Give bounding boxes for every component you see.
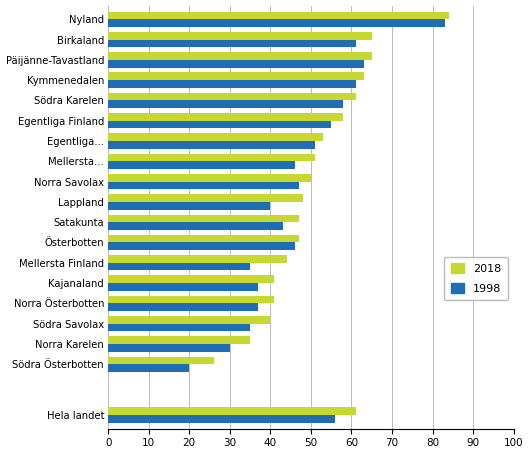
Bar [108, 364, 189, 372]
Bar [108, 133, 323, 141]
Bar [108, 235, 299, 242]
Bar [108, 415, 335, 423]
Bar [108, 73, 363, 80]
Bar [108, 316, 270, 324]
Bar [108, 344, 230, 352]
Bar [108, 407, 355, 415]
Bar [108, 356, 214, 364]
Legend: 2018, 1998: 2018, 1998 [444, 257, 508, 301]
Bar [108, 174, 311, 182]
Bar [108, 121, 331, 128]
Bar [108, 222, 282, 230]
Bar [108, 242, 295, 250]
Bar [108, 141, 315, 149]
Bar [108, 182, 299, 189]
Bar [108, 255, 287, 263]
Bar [108, 52, 372, 60]
Bar [108, 113, 343, 121]
Bar [108, 32, 372, 39]
Bar [108, 296, 275, 303]
Bar [108, 303, 258, 311]
Bar [108, 283, 258, 291]
Bar [108, 93, 355, 100]
Bar [108, 324, 250, 331]
Bar [108, 161, 295, 169]
Bar [108, 153, 315, 161]
Bar [108, 214, 299, 222]
Bar [108, 39, 355, 47]
Bar [108, 194, 303, 202]
Bar [108, 263, 250, 271]
Bar [108, 12, 449, 20]
Bar [108, 336, 250, 344]
Bar [108, 276, 275, 283]
Bar [108, 60, 363, 68]
Bar [108, 202, 270, 210]
Bar [108, 80, 355, 88]
Bar [108, 100, 343, 108]
Bar [108, 20, 445, 27]
